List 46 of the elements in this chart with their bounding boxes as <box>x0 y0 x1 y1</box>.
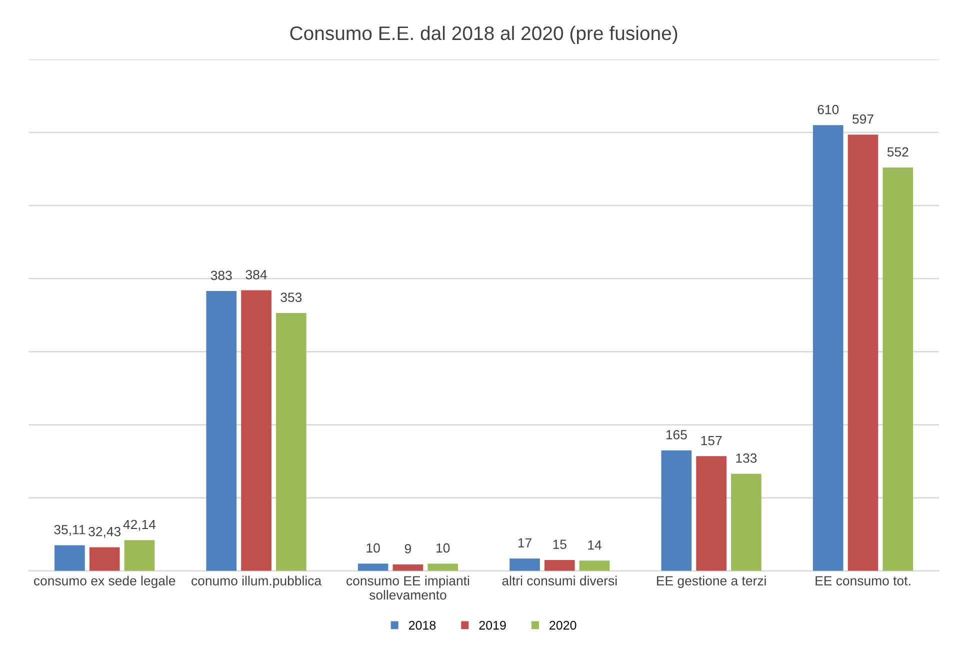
data-label: 353 <box>280 292 302 302</box>
data-label: 133 <box>736 453 757 463</box>
bar <box>579 560 610 571</box>
bar <box>428 564 458 571</box>
x-tick-label: conumo illum.pubblica <box>192 576 322 588</box>
data-label: 14 <box>588 540 602 550</box>
x-tick-label: EE gestione a terzi <box>657 576 766 588</box>
data-label: 35,11 <box>54 524 86 536</box>
data-label: 610 <box>818 104 839 114</box>
x-tick-label: consumo ex sede legale <box>34 576 176 588</box>
data-label: 597 <box>852 114 874 124</box>
bar <box>510 558 540 571</box>
data-label: 165 <box>666 430 687 440</box>
data-label: 157 <box>701 436 722 446</box>
bar <box>206 291 237 571</box>
x-tick-label: consumo EE impianti sollevamento <box>346 576 470 600</box>
data-label: 15 <box>553 540 566 549</box>
bar <box>124 540 155 571</box>
data-label: 17 <box>518 538 532 548</box>
data-label: 9 <box>404 544 411 554</box>
x-tick-label: altri consumi diversi <box>502 576 617 586</box>
legend-label: 2020 <box>550 620 576 630</box>
data-label: 383 <box>210 270 232 280</box>
legend-label: 2019 <box>479 620 506 630</box>
data-label: 10 <box>366 543 380 553</box>
data-label: 10 <box>436 543 450 553</box>
data-label: 42,14 <box>123 520 156 531</box>
bar <box>241 290 272 571</box>
bar <box>544 560 575 571</box>
data-label: 552 <box>887 147 908 157</box>
bar <box>812 125 844 571</box>
data-label: 384 <box>246 270 267 280</box>
bar <box>848 134 878 571</box>
bar <box>882 168 914 571</box>
bar <box>696 456 726 571</box>
data-label: 32,43 <box>88 526 121 538</box>
bar <box>276 312 306 571</box>
bar <box>89 547 120 571</box>
chart-title: Consumo E.E. dal 2018 al 2020 (pre fusione) <box>290 26 678 44</box>
bar <box>54 545 85 571</box>
bar <box>392 564 424 571</box>
bar <box>358 564 388 571</box>
bar <box>661 450 692 571</box>
legend-label: 2018 <box>408 620 436 630</box>
bar <box>731 474 762 571</box>
x-tick-label: EE consumo tot. <box>816 576 910 586</box>
